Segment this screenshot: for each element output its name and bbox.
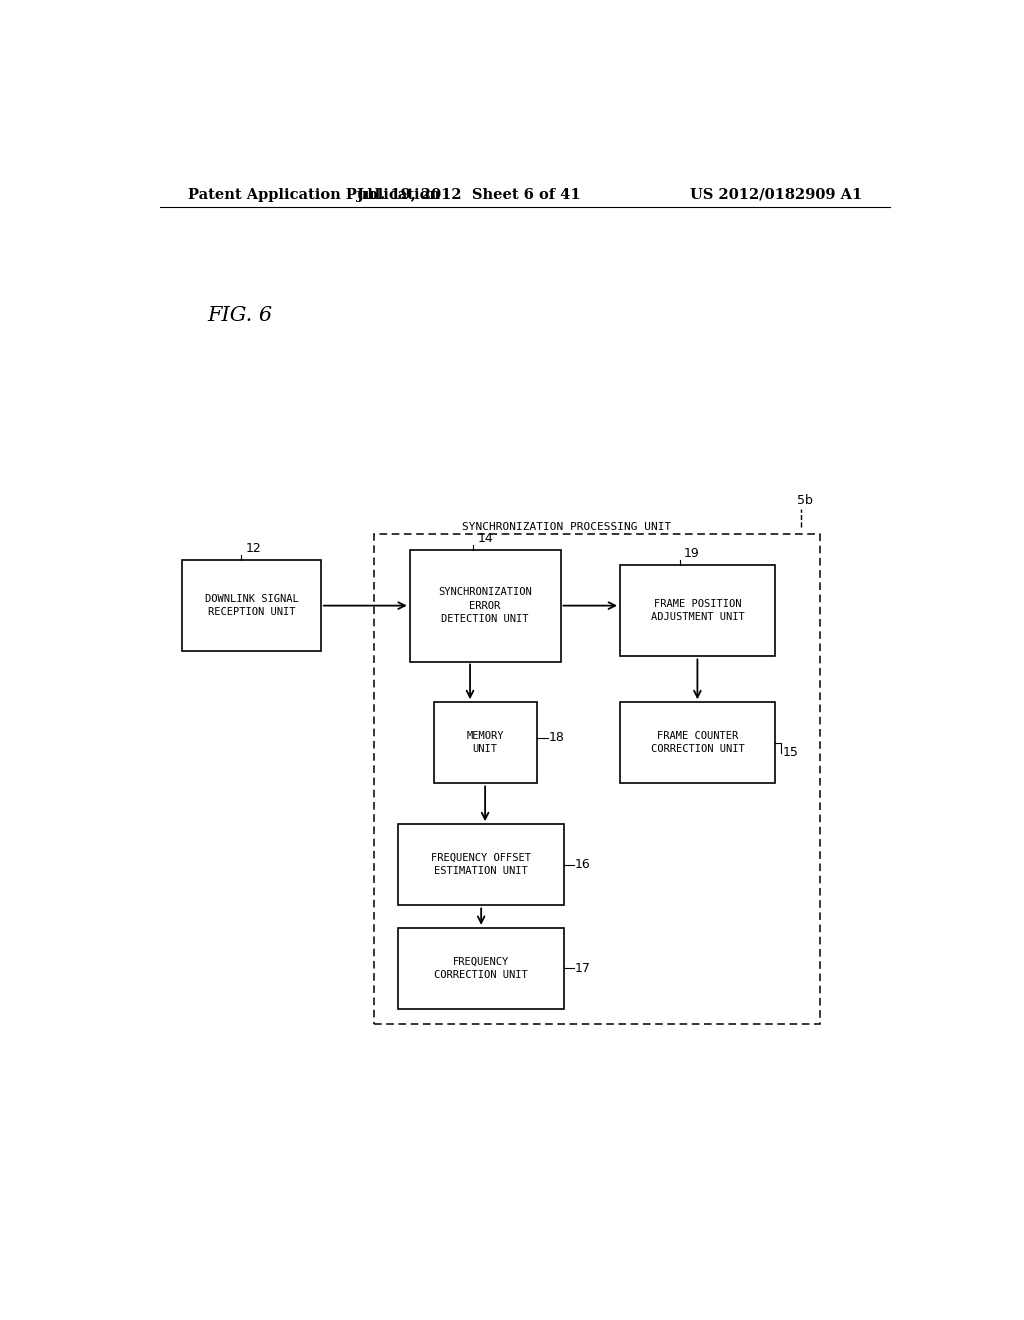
Text: SYNCHRONIZATION
ERROR
DETECTION UNIT: SYNCHRONIZATION ERROR DETECTION UNIT	[438, 587, 532, 624]
Text: US 2012/0182909 A1: US 2012/0182909 A1	[690, 187, 862, 202]
Text: DOWNLINK SIGNAL
RECEPTION UNIT: DOWNLINK SIGNAL RECEPTION UNIT	[205, 594, 298, 618]
Text: 15: 15	[782, 747, 799, 759]
Text: 17: 17	[574, 962, 591, 975]
Bar	[620, 702, 775, 784]
Text: SYNCHRONIZATION PROCESSING UNIT: SYNCHRONIZATION PROCESSING UNIT	[462, 523, 672, 532]
Bar	[620, 565, 775, 656]
Bar	[433, 702, 537, 784]
Text: 16: 16	[574, 858, 591, 871]
Text: FREQUENCY
CORRECTION UNIT: FREQUENCY CORRECTION UNIT	[434, 957, 528, 979]
Text: FREQUENCY OFFSET
ESTIMATION UNIT: FREQUENCY OFFSET ESTIMATION UNIT	[431, 853, 531, 876]
Bar	[182, 560, 321, 651]
Text: 12: 12	[246, 541, 261, 554]
Bar	[397, 824, 564, 906]
Text: 14: 14	[477, 532, 493, 545]
Text: 18: 18	[549, 731, 564, 744]
Text: MEMORY
UNIT: MEMORY UNIT	[466, 731, 504, 755]
Text: Jul. 19, 2012  Sheet 6 of 41: Jul. 19, 2012 Sheet 6 of 41	[357, 187, 581, 202]
Text: 5b: 5b	[797, 494, 813, 507]
Text: 19: 19	[684, 546, 699, 560]
Text: Patent Application Publication: Patent Application Publication	[187, 187, 439, 202]
Bar	[397, 928, 564, 1008]
Text: FRAME COUNTER
CORRECTION UNIT: FRAME COUNTER CORRECTION UNIT	[650, 731, 744, 755]
Bar	[374, 535, 820, 1024]
Text: FIG. 6: FIG. 6	[207, 306, 272, 326]
Text: FRAME POSITION
ADJUSTMENT UNIT: FRAME POSITION ADJUSTMENT UNIT	[650, 599, 744, 622]
Bar	[410, 549, 560, 661]
